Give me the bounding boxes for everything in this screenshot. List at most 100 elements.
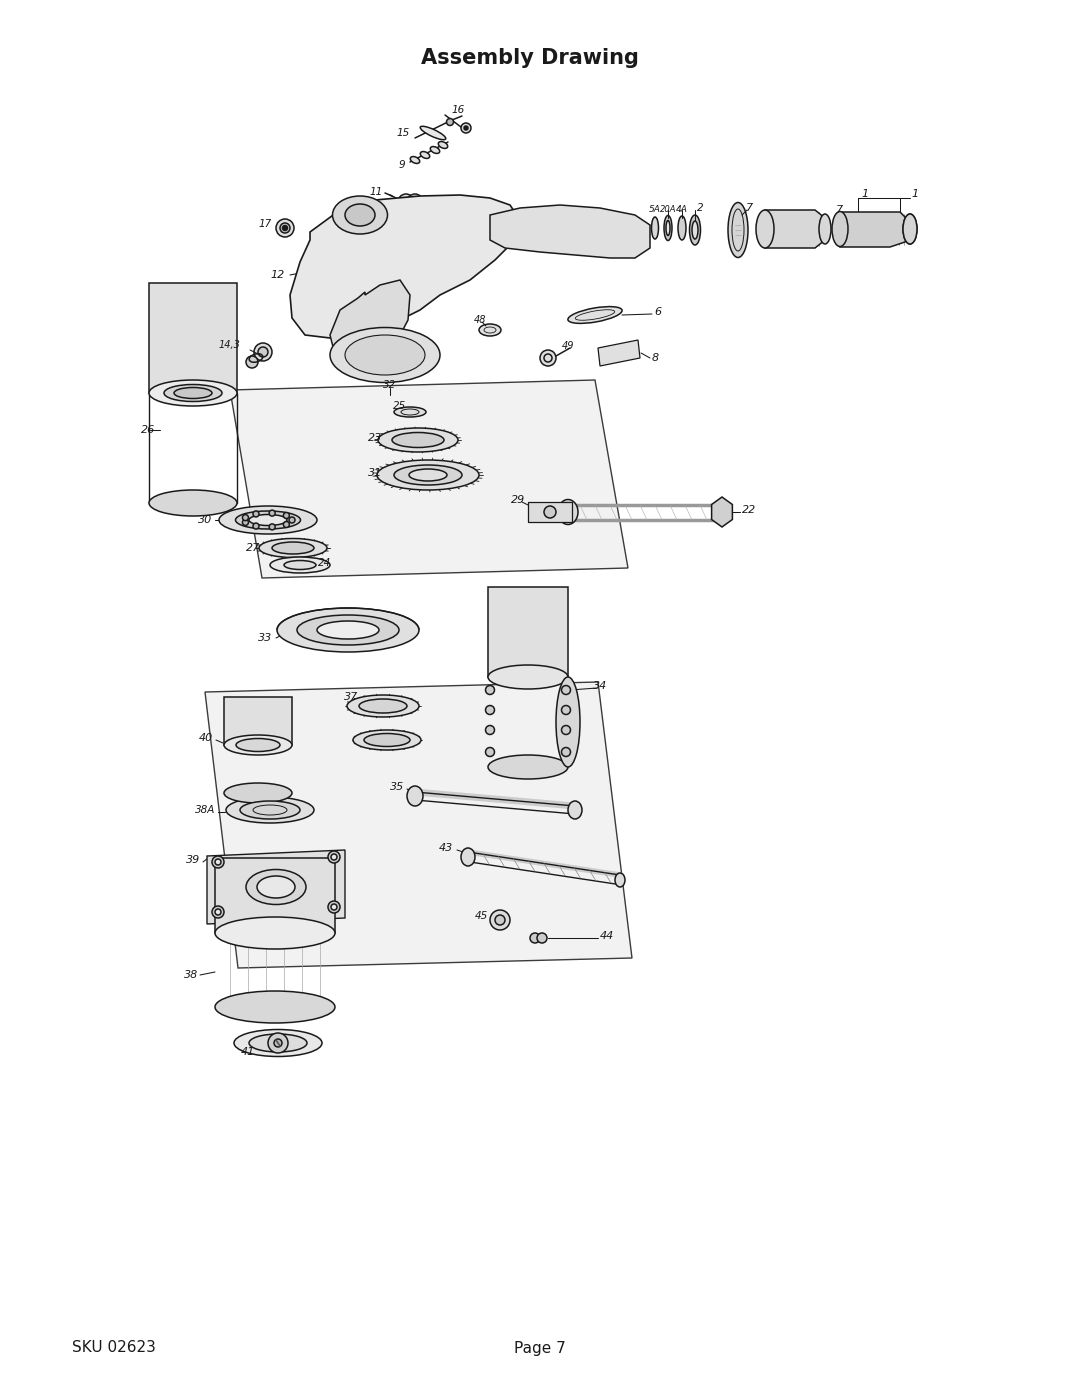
Ellipse shape <box>407 787 423 806</box>
Text: 25: 25 <box>393 401 407 411</box>
Circle shape <box>540 351 556 366</box>
Text: 5A: 5A <box>649 205 661 215</box>
Circle shape <box>212 856 224 868</box>
Ellipse shape <box>689 215 701 244</box>
Ellipse shape <box>392 433 444 447</box>
Text: Page 7: Page 7 <box>514 1341 566 1355</box>
Polygon shape <box>330 279 410 365</box>
Ellipse shape <box>330 327 440 383</box>
Text: 48: 48 <box>474 314 486 326</box>
Ellipse shape <box>903 214 917 244</box>
Ellipse shape <box>394 407 426 416</box>
Ellipse shape <box>272 542 314 555</box>
Text: 16: 16 <box>451 105 464 115</box>
Ellipse shape <box>410 156 420 163</box>
Circle shape <box>530 933 540 943</box>
Ellipse shape <box>756 210 774 249</box>
Polygon shape <box>598 339 640 366</box>
Circle shape <box>283 225 287 231</box>
Circle shape <box>330 904 337 909</box>
Ellipse shape <box>246 869 306 904</box>
Polygon shape <box>712 497 732 527</box>
Circle shape <box>328 901 340 914</box>
Text: 34: 34 <box>593 680 607 692</box>
Circle shape <box>495 915 505 925</box>
Circle shape <box>253 522 259 529</box>
Text: 1: 1 <box>862 189 868 198</box>
Ellipse shape <box>226 798 314 823</box>
Circle shape <box>283 521 289 528</box>
Ellipse shape <box>558 500 578 524</box>
Ellipse shape <box>378 427 458 453</box>
Bar <box>488 587 568 678</box>
Text: 22: 22 <box>742 504 756 515</box>
Text: 12: 12 <box>271 270 285 279</box>
Ellipse shape <box>420 126 446 140</box>
Ellipse shape <box>819 214 831 244</box>
Circle shape <box>276 219 294 237</box>
Ellipse shape <box>259 538 327 557</box>
Text: 23: 23 <box>368 433 382 443</box>
Circle shape <box>274 1039 282 1046</box>
Ellipse shape <box>318 622 379 638</box>
Ellipse shape <box>249 1034 307 1052</box>
Ellipse shape <box>430 147 440 154</box>
Circle shape <box>289 517 295 522</box>
Ellipse shape <box>728 203 748 257</box>
Text: SKU 02623: SKU 02623 <box>72 1341 156 1355</box>
Circle shape <box>242 520 248 525</box>
Text: 1: 1 <box>912 189 919 198</box>
Ellipse shape <box>692 221 698 239</box>
Ellipse shape <box>257 876 295 898</box>
Circle shape <box>407 194 423 210</box>
Circle shape <box>258 346 268 358</box>
Circle shape <box>283 513 289 518</box>
Ellipse shape <box>345 335 426 374</box>
Circle shape <box>215 909 221 915</box>
Circle shape <box>486 725 495 735</box>
Circle shape <box>544 506 556 518</box>
Text: 43: 43 <box>438 842 453 854</box>
Circle shape <box>242 514 248 521</box>
Text: 7: 7 <box>836 205 843 215</box>
Ellipse shape <box>164 384 222 401</box>
Ellipse shape <box>345 204 375 226</box>
Text: 33: 33 <box>258 633 272 643</box>
Ellipse shape <box>409 469 447 481</box>
Text: 6: 6 <box>654 307 662 317</box>
Ellipse shape <box>240 800 300 819</box>
Circle shape <box>269 510 275 515</box>
Bar <box>149 284 237 393</box>
Text: 38A: 38A <box>194 805 215 814</box>
Ellipse shape <box>276 608 419 652</box>
Ellipse shape <box>666 221 670 236</box>
Text: 14,3: 14,3 <box>218 339 240 351</box>
Ellipse shape <box>234 1030 322 1056</box>
Text: 31: 31 <box>368 468 382 478</box>
Text: 20A: 20A <box>660 205 676 215</box>
Text: 38: 38 <box>184 970 198 981</box>
Text: 11: 11 <box>369 187 383 197</box>
Circle shape <box>562 686 570 694</box>
Circle shape <box>486 686 495 694</box>
Circle shape <box>446 119 454 126</box>
Ellipse shape <box>377 460 480 490</box>
Text: 4A: 4A <box>676 205 688 215</box>
Polygon shape <box>207 849 345 923</box>
Polygon shape <box>840 212 910 247</box>
Text: 24: 24 <box>319 557 332 569</box>
Circle shape <box>399 194 414 210</box>
Circle shape <box>330 854 337 861</box>
Ellipse shape <box>149 490 237 515</box>
Ellipse shape <box>461 848 475 866</box>
Circle shape <box>215 859 221 865</box>
Ellipse shape <box>480 324 501 337</box>
Ellipse shape <box>235 511 300 529</box>
Ellipse shape <box>488 665 568 689</box>
Text: 41: 41 <box>241 1046 255 1058</box>
Ellipse shape <box>359 698 407 712</box>
Circle shape <box>253 511 259 517</box>
Ellipse shape <box>149 380 237 407</box>
Text: 37: 37 <box>343 692 357 703</box>
Ellipse shape <box>270 557 330 573</box>
